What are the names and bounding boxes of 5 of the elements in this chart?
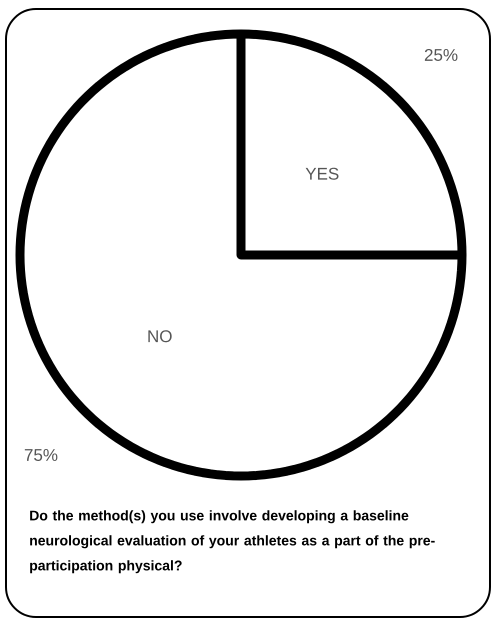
slice-label: NO	[148, 330, 172, 342]
text: Do the method(s) you use involve developing a baseline neurological evaluation of your athletes as a part of the pre-participation physical?	[30, 510, 435, 574]
data-label: 25%	[424, 48, 458, 61]
slice-label: YES	[306, 168, 338, 180]
data-label: 75%	[24, 449, 58, 462]
